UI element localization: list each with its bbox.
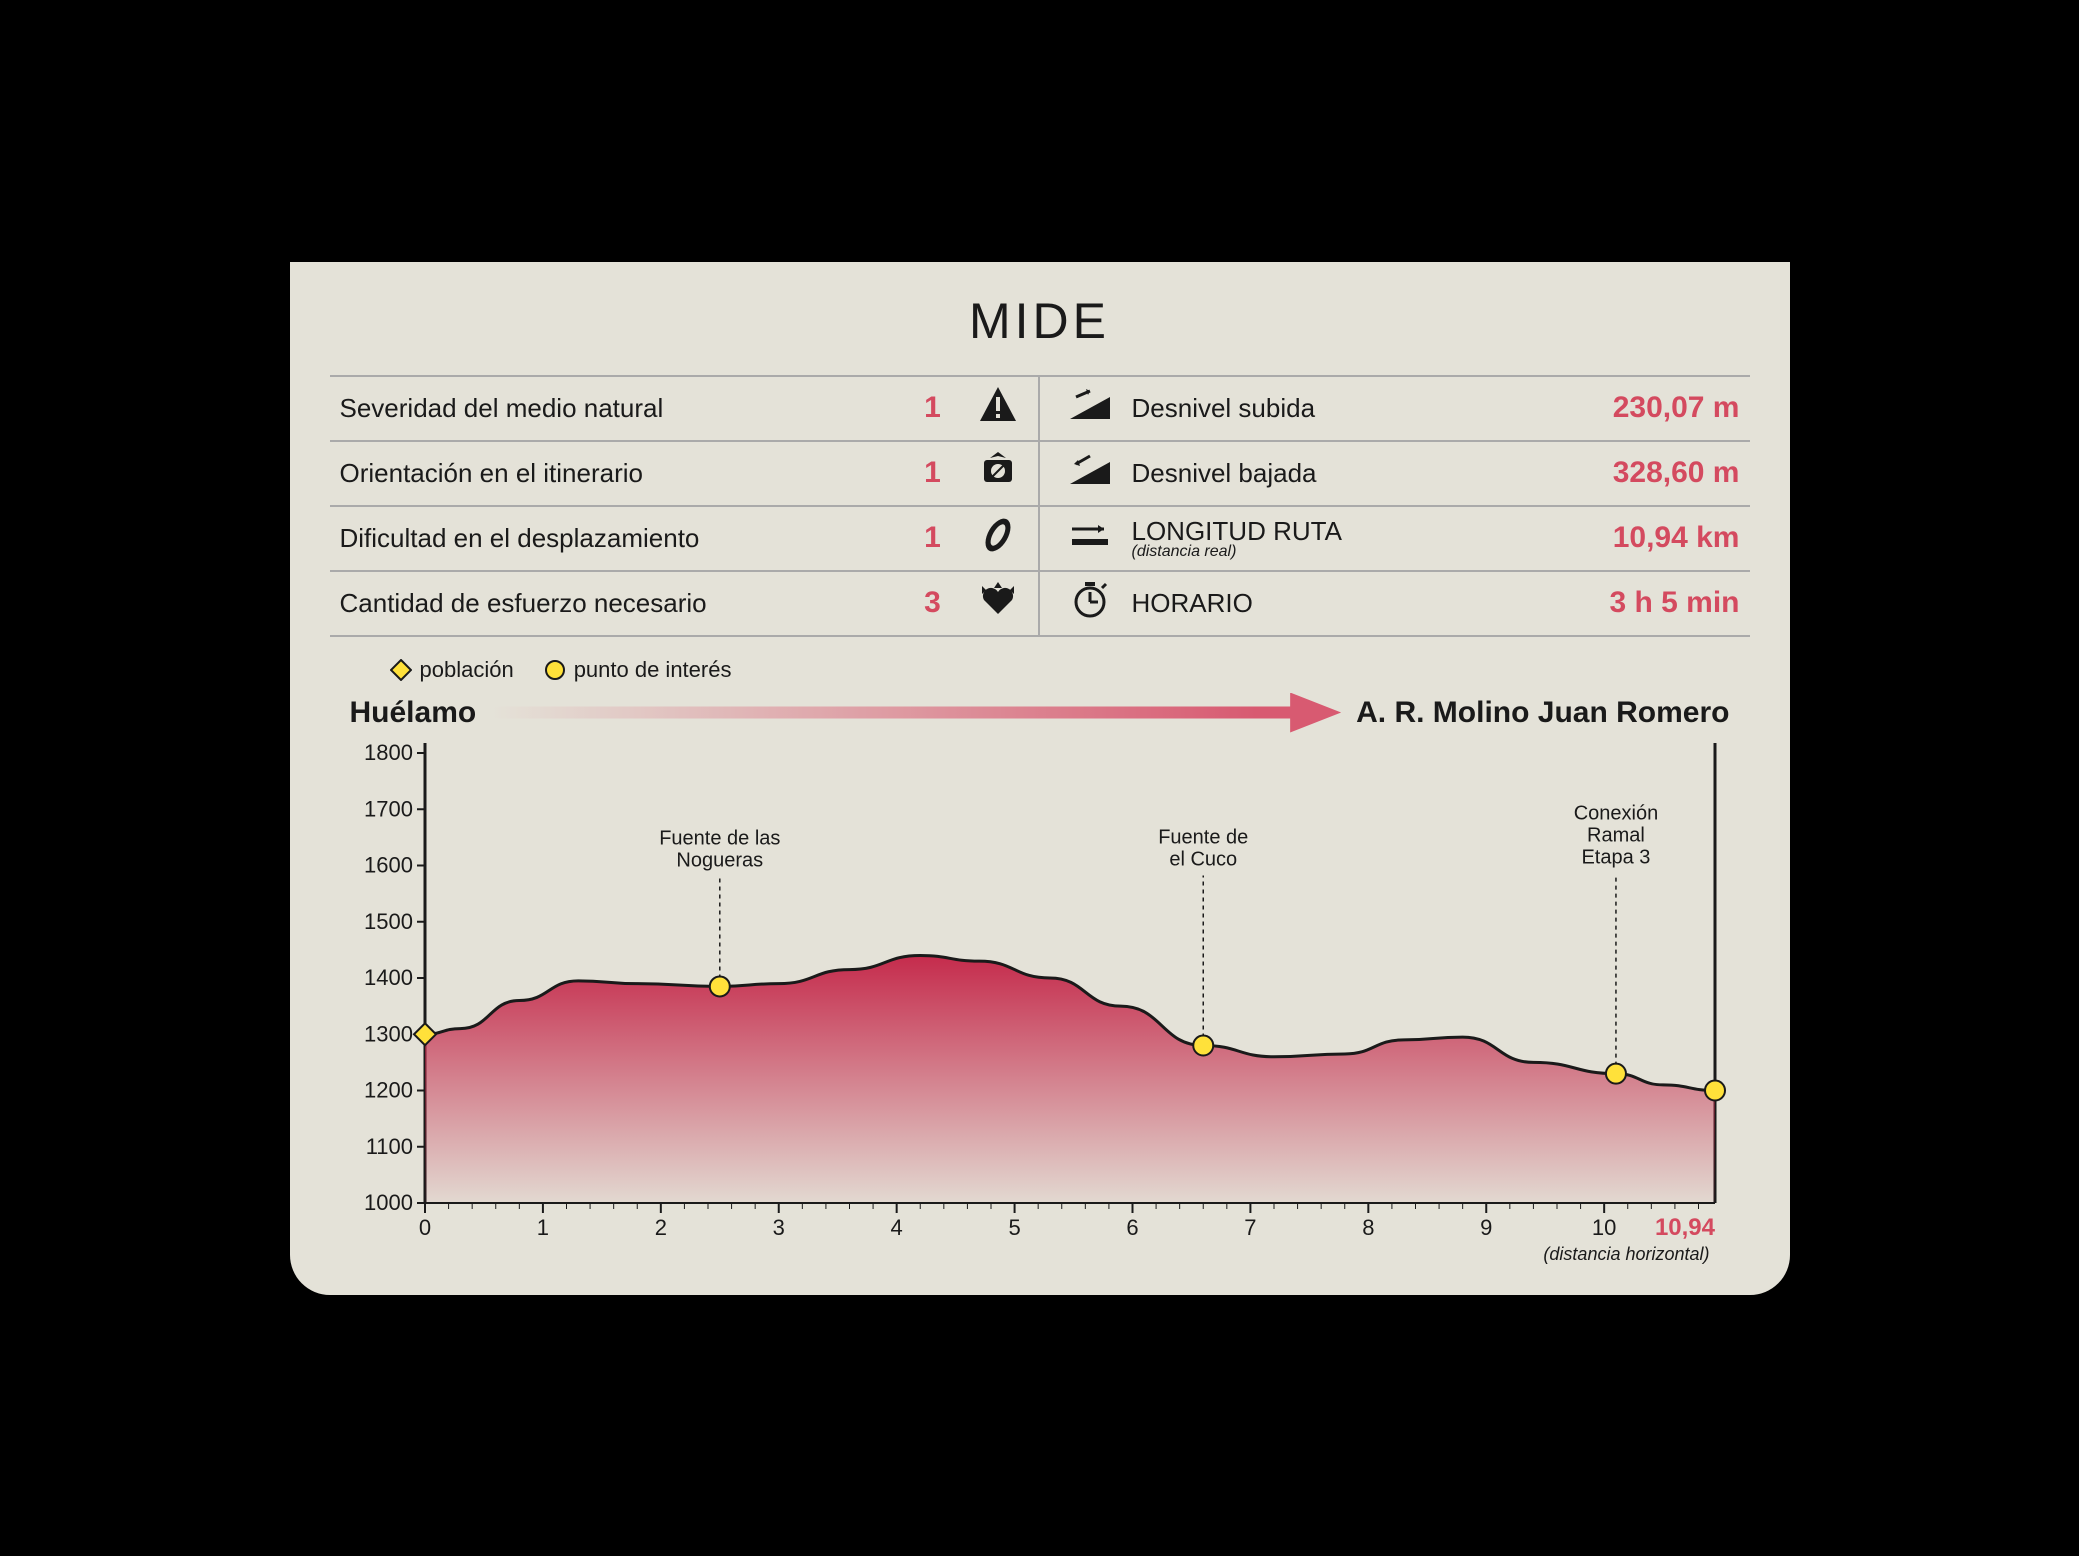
svg-text:Ramal: Ramal (1587, 824, 1645, 846)
svg-text:5: 5 (1008, 1215, 1020, 1240)
svg-text:1300: 1300 (364, 1021, 413, 1046)
left-value: 1 (908, 456, 958, 490)
svg-text:1000: 1000 (364, 1190, 413, 1215)
left-label: Orientación en el itinerario (340, 458, 908, 489)
left-row: Severidad del medio natural 1 (330, 377, 1040, 442)
svg-text:1100: 1100 (365, 1133, 412, 1158)
left-row: Cantidad de esfuerzo necesario 3 (330, 572, 1040, 637)
svg-text:Fuente de las: Fuente de las (659, 827, 780, 849)
dist-icon (1060, 519, 1120, 558)
right-row: LONGITUD RUTA(distancia real) 10,94 km (1040, 507, 1750, 572)
route-header: Huélamo A. R. Molino Juan Romero (350, 693, 1730, 733)
mide-card: MIDE Severidad del medio natural 1 Desni… (290, 262, 1790, 1295)
svg-text:1600: 1600 (364, 852, 413, 877)
right-label: LONGITUD RUTA(distancia real) (1132, 516, 1613, 561)
warn-icon (968, 385, 1028, 432)
legend-poi: punto de interés (544, 657, 732, 683)
boot-icon (968, 515, 1028, 562)
left-value: 1 (908, 521, 958, 555)
left-row: Orientación en el itinerario 1 (330, 442, 1040, 507)
route-start: Huélamo (350, 696, 477, 730)
svg-text:3: 3 (772, 1215, 784, 1240)
left-label: Cantidad de esfuerzo necesario (340, 588, 908, 619)
svg-text:6: 6 (1126, 1215, 1138, 1240)
legend-poblacion-label: población (420, 657, 514, 683)
legend: población punto de interés (390, 657, 1750, 683)
left-label: Dificultad en el desplazamiento (340, 523, 908, 554)
svg-text:Etapa 3: Etapa 3 (1581, 846, 1650, 868)
svg-text:1200: 1200 (364, 1077, 413, 1102)
right-label: HORARIO (1132, 588, 1610, 619)
route-arrow-icon (491, 693, 1341, 733)
legend-poblacion: población (390, 657, 514, 683)
right-row: HORARIO 3 h 5 min (1040, 572, 1750, 637)
right-row: Desnivel bajada 328,60 m (1040, 442, 1750, 507)
right-value: 3 h 5 min (1609, 586, 1739, 620)
svg-text:Nogueras: Nogueras (676, 849, 763, 871)
left-row: Dificultad en el desplazamiento 1 (330, 507, 1040, 572)
svg-text:9: 9 (1480, 1215, 1492, 1240)
svg-text:10: 10 (1591, 1215, 1615, 1240)
right-value: 10,94 km (1613, 521, 1740, 555)
chart-svg: 1000 1100 1200 1300 1400 1500 1600 1700 1800 0 1 2 3… (350, 743, 1750, 1243)
svg-text:2: 2 (654, 1215, 666, 1240)
svg-text:1500: 1500 (364, 908, 413, 933)
svg-text:1400: 1400 (364, 965, 413, 990)
legend-poi-label: punto de interés (574, 657, 732, 683)
svg-text:0: 0 (418, 1215, 430, 1240)
svg-text:1800: 1800 (364, 743, 413, 765)
heart-icon (968, 580, 1028, 627)
right-value: 328,60 m (1613, 456, 1740, 490)
right-value: 230,07 m (1613, 391, 1740, 425)
left-value: 3 (908, 586, 958, 620)
clock-icon (1060, 580, 1120, 627)
left-label: Severidad del medio natural (340, 393, 908, 424)
title: MIDE (330, 282, 1750, 375)
left-value: 1 (908, 391, 958, 425)
compass-icon (968, 450, 1028, 497)
right-label: Desnivel bajada (1132, 458, 1613, 489)
up-icon (1060, 389, 1120, 428)
down-icon (1060, 454, 1120, 493)
svg-text:Conexión: Conexión (1573, 802, 1658, 824)
route-end: A. R. Molino Juan Romero (1356, 696, 1729, 730)
svg-text:el Cuco: el Cuco (1169, 848, 1237, 870)
svg-text:1: 1 (536, 1215, 548, 1240)
svg-text:1700: 1700 (364, 796, 413, 821)
info-grid: Severidad del medio natural 1 Desnivel s… (330, 375, 1750, 637)
x-axis-note: (distancia horizontal) (350, 1244, 1730, 1265)
right-row: Desnivel subida 230,07 m (1040, 377, 1750, 442)
elevation-chart: 1000 1100 1200 1300 1400 1500 1600 1700 1800 0 1 2 3… (330, 738, 1750, 1265)
svg-text:4: 4 (890, 1215, 902, 1240)
right-label: Desnivel subida (1132, 393, 1613, 424)
svg-text:8: 8 (1362, 1215, 1374, 1240)
svg-text:7: 7 (1244, 1215, 1256, 1240)
svg-text:10,94: 10,94 (1654, 1214, 1715, 1241)
svg-text:Fuente de: Fuente de (1158, 826, 1248, 848)
